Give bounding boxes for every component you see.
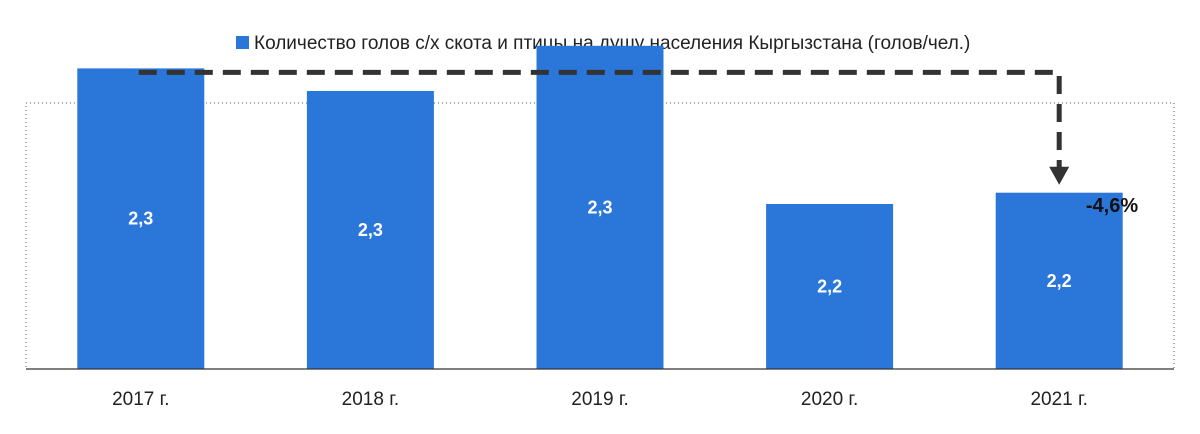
x-tick-label-1: 2018 г. — [342, 389, 399, 410]
change-annotation: -4,6% — [1086, 195, 1138, 217]
bar-0 — [77, 68, 205, 370]
bar-data-label-1: 2,3 — [358, 220, 383, 240]
change-arrow — [138, 69, 1070, 185]
legend-swatch — [236, 36, 249, 49]
x-tick-label-0: 2017 г. — [112, 389, 169, 410]
bar-data-label-0: 2,3 — [128, 209, 153, 229]
bar-3 — [766, 204, 894, 369]
x-tick-label-3: 2020 г. — [801, 389, 858, 410]
bar-2 — [536, 45, 664, 370]
x-tick-label-4: 2021 г. — [1030, 389, 1087, 410]
bar-1 — [306, 91, 434, 369]
change-arrow-head — [1049, 166, 1070, 185]
legend: Количество голов с/х скота и птицы на ду… — [236, 33, 970, 54]
bar-data-label-4: 2,2 — [1047, 271, 1072, 291]
legend-label: Количество голов с/х скота и птицы на ду… — [254, 33, 970, 54]
bar-data-label-3: 2,2 — [817, 277, 842, 297]
change-arrow-line — [138, 69, 1062, 171]
bar-4 — [995, 192, 1123, 369]
bar-data-label-2: 2,3 — [587, 197, 612, 217]
bars: 2,3 2,3 2,3 2,2 2,2 — [77, 45, 1123, 370]
x-tick-label-2: 2019 г. — [571, 389, 628, 410]
x-axis-ticks: 2017 г. 2018 г. 2019 г. 2020 г. 2021 г. — [112, 389, 1088, 410]
